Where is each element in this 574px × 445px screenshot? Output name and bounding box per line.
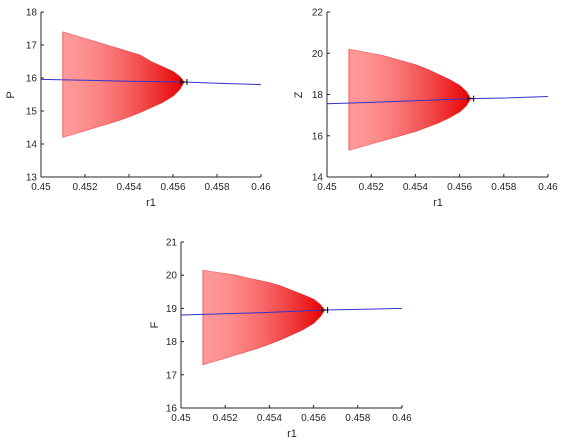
panel-p-ylabel: P (5, 91, 17, 98)
x-tick-label: 0.458 (345, 413, 370, 424)
panel-p-xlabel: r1 (146, 197, 156, 209)
panel-z-ticks: 0.45 0.452 0.454 0.456 0.458 0.46 14 16 18 20 22 (312, 8, 558, 194)
y-tick-label: 16 (166, 404, 178, 415)
panel-p-ticks: 0.45 0.452 0.454 0.456 0.458 0.46 13 14 15 16 17 18 (26, 8, 271, 194)
x-tick-label: 0.456 (160, 182, 185, 193)
limit-cycle-envelope (202, 269, 326, 366)
x-tick-label: 0.46 (538, 182, 558, 193)
panel-f-ylabel: F (149, 321, 161, 328)
y-tick-label: 19 (166, 304, 178, 315)
x-tick-label: 0.456 (301, 413, 326, 424)
y-tick-label: 14 (26, 140, 38, 151)
x-tick-label: 0.452 (359, 182, 384, 193)
x-tick-label: 0.458 (204, 182, 229, 193)
y-tick-label: 16 (26, 74, 38, 85)
y-tick-label: 13 (26, 173, 38, 184)
x-tick-label: 0.45 (31, 182, 51, 193)
panel-f-ticks: 0.45 0.452 0.454 0.456 0.458 0.46 16 17 18 19 20 21 (166, 238, 412, 425)
x-tick-label: 0.45 (317, 182, 337, 193)
y-tick-label: 18 (166, 337, 178, 348)
panel-f-xlabel: r1 (287, 428, 297, 440)
x-tick-label: 0.452 (213, 413, 238, 424)
y-tick-label: 17 (166, 370, 178, 381)
limit-cycle-envelope (62, 31, 185, 138)
x-tick-label: 0.452 (72, 182, 97, 193)
x-tick-label: 0.46 (251, 182, 271, 193)
panel-p-plot-area (40, 31, 262, 138)
y-tick-label: 16 (312, 131, 324, 142)
panel-f-plot-area (180, 269, 403, 366)
panel-z: 0.45 0.452 0.454 0.456 0.458 0.46 14 16 18 20 22 r… (293, 8, 558, 210)
equilibrium-line (180, 307, 403, 316)
y-tick-label: 22 (312, 8, 324, 19)
y-tick-label: 18 (26, 8, 38, 19)
panel-z-xlabel: r1 (433, 197, 443, 209)
x-tick-label: 0.454 (257, 413, 282, 424)
panel-z-plot-area (326, 48, 549, 151)
y-tick-label: 15 (26, 107, 38, 118)
y-tick-label: 14 (312, 173, 324, 184)
y-tick-label: 21 (166, 238, 178, 249)
x-tick-label: 0.45 (171, 413, 191, 424)
x-tick-label: 0.458 (491, 182, 516, 193)
y-tick-label: 17 (26, 41, 38, 52)
x-tick-label: 0.46 (392, 413, 412, 424)
panel-p: 0.45 0.452 0.454 0.456 0.458 0.46 13 14 15 16 17 18… (5, 8, 271, 210)
x-tick-label: 0.454 (403, 182, 428, 193)
equilibrium-line (326, 96, 549, 105)
panel-f: 0.45 0.452 0.454 0.456 0.458 0.46 16 17 18 19 20 21… (149, 238, 412, 441)
x-tick-label: 0.456 (447, 182, 472, 193)
x-tick-label: 0.454 (116, 182, 141, 193)
y-tick-label: 20 (166, 271, 178, 282)
equilibrium-line (40, 78, 262, 86)
y-tick-label: 20 (312, 49, 324, 60)
panel-z-ylabel: Z (293, 91, 305, 98)
y-tick-label: 18 (312, 90, 324, 101)
